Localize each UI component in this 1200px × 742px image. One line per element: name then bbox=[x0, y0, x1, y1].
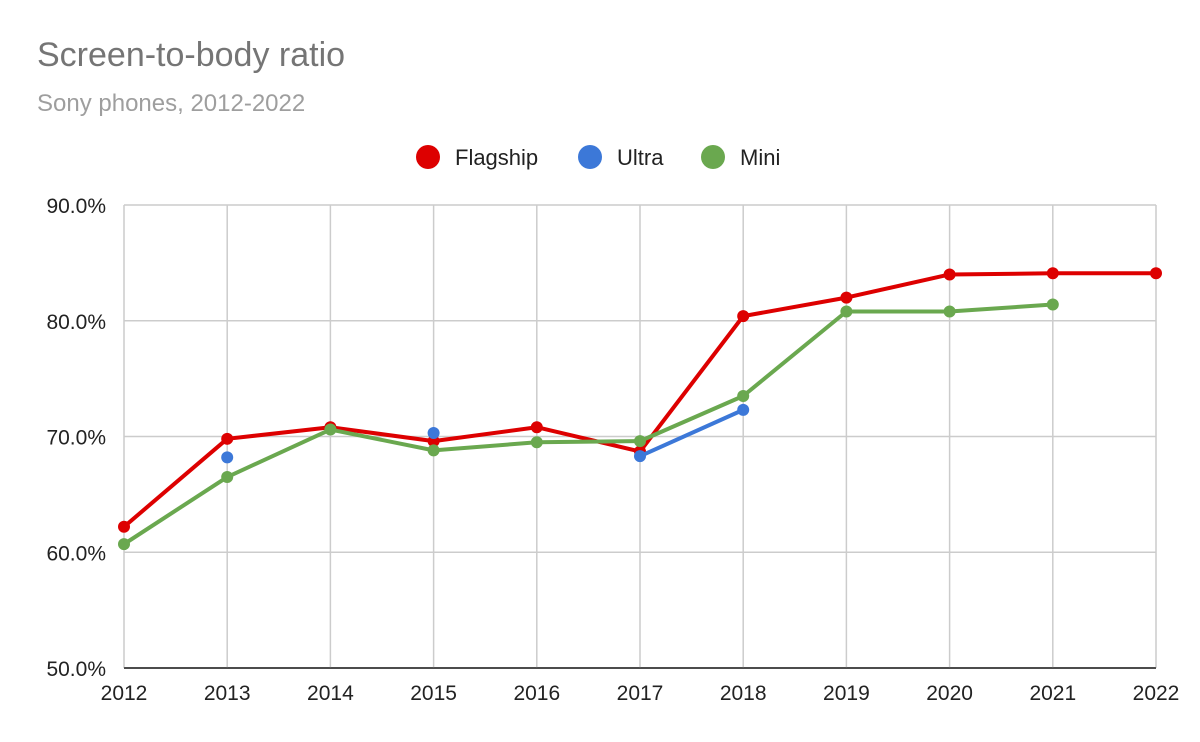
series-line-ultra bbox=[639, 408, 745, 459]
series-line-mini bbox=[122, 302, 1053, 546]
y-tick-label: 90.0% bbox=[46, 195, 106, 218]
data-point-ultra bbox=[737, 403, 750, 416]
data-point-flagship bbox=[118, 520, 130, 533]
data-point-mini bbox=[427, 444, 440, 457]
y-tick-label: 60.0% bbox=[46, 542, 106, 565]
data-point-mini bbox=[118, 538, 130, 551]
data-point-mini bbox=[324, 423, 337, 436]
data-point-mini bbox=[737, 389, 750, 402]
legend-label-flagship: Flagship bbox=[455, 145, 538, 170]
x-tick-label: 2021 bbox=[1029, 682, 1076, 705]
data-point-flagship bbox=[737, 310, 750, 323]
data-point-flagship bbox=[943, 268, 956, 281]
legend-label-mini: Mini bbox=[740, 145, 780, 170]
x-tick-label: 2013 bbox=[204, 682, 251, 705]
data-point-flagship bbox=[840, 291, 853, 304]
data-point-mini bbox=[221, 471, 234, 484]
data-point-flagship bbox=[1150, 267, 1162, 280]
x-tick-label: 2014 bbox=[307, 682, 354, 705]
legend-marker-flagship bbox=[416, 145, 440, 169]
x-tick-label: 2020 bbox=[926, 682, 973, 705]
data-point-ultra bbox=[221, 451, 234, 464]
data-point-flagship bbox=[1046, 267, 1059, 280]
x-tick-label: 2019 bbox=[823, 682, 870, 705]
chart-subtitle: Sony phones, 2012-2022 bbox=[37, 90, 306, 117]
data-point-mini bbox=[530, 436, 543, 449]
x-tick-label: 2018 bbox=[720, 682, 767, 705]
data-point-mini bbox=[634, 435, 646, 448]
legend-marker-ultra bbox=[578, 145, 602, 169]
chart-title: Screen-to-body ratio bbox=[37, 36, 346, 74]
y-tick-label: 80.0% bbox=[46, 311, 106, 334]
legend-marker-mini bbox=[701, 145, 725, 169]
legend-label-ultra: Ultra bbox=[617, 145, 664, 170]
data-point-ultra bbox=[634, 450, 646, 463]
x-tick-label: 2012 bbox=[101, 682, 148, 705]
data-point-flagship bbox=[221, 432, 234, 445]
x-tick-label: 2015 bbox=[410, 682, 457, 705]
y-tick-label: 50.0% bbox=[46, 658, 106, 681]
data-point-mini bbox=[1046, 298, 1059, 311]
data-point-mini bbox=[943, 305, 956, 318]
data-point-flagship bbox=[530, 421, 543, 434]
x-tick-label: 2022 bbox=[1133, 682, 1180, 705]
x-tick-label: 2017 bbox=[617, 682, 664, 705]
x-tick-label: 2016 bbox=[513, 682, 560, 705]
data-point-mini bbox=[840, 305, 853, 318]
y-tick-label: 70.0% bbox=[46, 427, 106, 450]
data-point-ultra bbox=[427, 427, 440, 440]
